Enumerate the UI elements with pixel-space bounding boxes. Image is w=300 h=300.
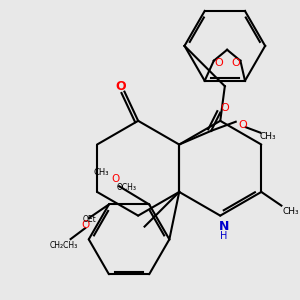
- Text: CH₃: CH₃: [282, 207, 299, 216]
- Text: N: N: [219, 220, 229, 233]
- Text: O: O: [81, 220, 89, 230]
- Text: OEt: OEt: [82, 215, 96, 224]
- Text: CH₂CH₃: CH₂CH₃: [49, 241, 77, 250]
- Text: OCH₃: OCH₃: [116, 183, 136, 192]
- Text: O: O: [111, 174, 120, 184]
- Text: O: O: [214, 58, 223, 68]
- Text: O: O: [239, 120, 248, 130]
- Text: O: O: [232, 58, 240, 68]
- Text: CH₃: CH₃: [259, 132, 276, 141]
- Text: O: O: [220, 103, 229, 113]
- Text: H: H: [220, 231, 228, 241]
- Text: O: O: [116, 80, 126, 93]
- Text: CH₃: CH₃: [93, 168, 109, 177]
